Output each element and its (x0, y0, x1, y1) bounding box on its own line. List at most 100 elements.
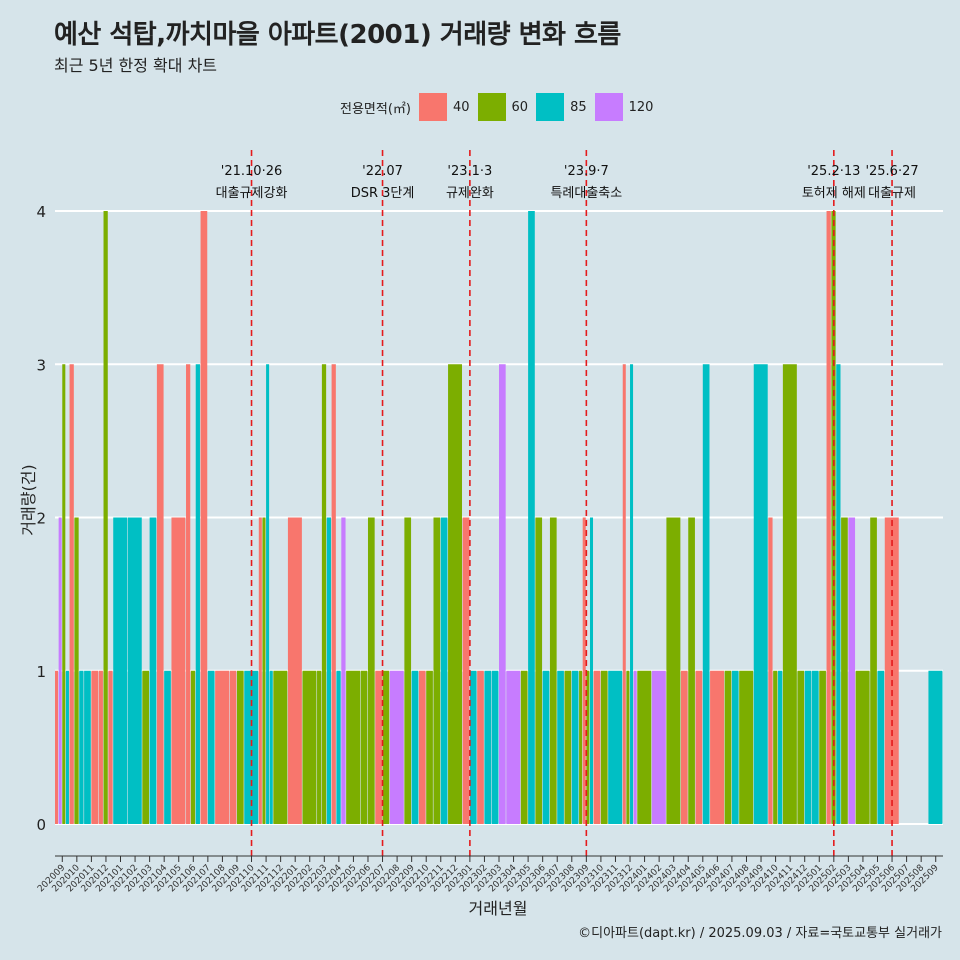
bar-202206-60 (367, 517, 375, 824)
chart-subtitle: 최근 5년 한정 확대 차트 (54, 56, 218, 75)
legend-title: 전용면적(㎡) (340, 101, 411, 117)
bar-202402-120 (651, 670, 666, 824)
bar-202109-40 (229, 670, 237, 824)
bar-202205-60 (346, 670, 361, 824)
bar-202412-60 (797, 670, 805, 824)
y-tick-label: 4 (36, 203, 46, 221)
bar-202407-60 (724, 670, 732, 824)
bar-202408-60 (739, 670, 754, 824)
bar-202010-60 (74, 517, 79, 824)
bar-202311-85 (608, 670, 623, 824)
bar-202112-60 (273, 670, 288, 824)
bar-202309-85 (589, 517, 594, 824)
bar-202411-60 (782, 364, 797, 824)
bars (55, 211, 943, 824)
bar-202104-85 (164, 670, 171, 824)
bar-202303-85 (491, 670, 499, 824)
bar-202107-85 (207, 670, 215, 824)
bar-202410-40 (768, 517, 773, 824)
legend-swatch-85 (536, 93, 565, 121)
legend-label-60: 60 (511, 99, 529, 115)
bar-202101-85 (113, 517, 128, 824)
legend-item-120: 120 (594, 93, 654, 121)
event-label: 특례대출축소 (550, 186, 622, 201)
bar-202109-60 (236, 670, 244, 824)
bar-202106-40 (186, 364, 191, 824)
legend-label-120: 120 (628, 99, 654, 115)
bar-202012-40 (98, 670, 103, 824)
bar-202210-40 (418, 670, 426, 824)
bar-202509-85 (928, 670, 943, 824)
bar-202111-85 (266, 364, 270, 824)
bar-202404-40 (680, 670, 688, 824)
bar-202405-40 (695, 670, 703, 824)
bar-202308-85 (571, 670, 579, 824)
bar-202211-85 (440, 517, 448, 824)
bar-202310-40 (593, 670, 601, 824)
x-axis-label: 거래년월 (469, 899, 528, 918)
legend-item-85: 85 (536, 93, 587, 121)
bar-202203-60 (317, 670, 322, 824)
bar-202503-120 (848, 517, 856, 824)
bar-202306-60 (535, 517, 543, 824)
bar-202010-85 (79, 670, 84, 824)
bar-202503-60 (841, 517, 848, 824)
bar-202301-85 (469, 670, 477, 824)
bar-202203-60 (321, 364, 327, 824)
bar-202501-85 (811, 670, 819, 824)
bar-202009-120 (58, 517, 62, 824)
bar-202206-60 (360, 670, 368, 824)
bar-202203-85 (326, 517, 331, 824)
bar-202209-60 (404, 517, 412, 824)
bar-202102-85 (127, 517, 142, 824)
y-tick-label: 3 (36, 356, 46, 374)
legend-swatch-120 (594, 93, 623, 121)
bar-202103-60 (142, 670, 150, 824)
bar-202209-85 (411, 670, 419, 824)
event-label: DSR 3단계 (351, 186, 415, 201)
bar-202111-85 (269, 670, 273, 824)
bar-202307-60 (549, 517, 557, 824)
event-label: 대출규제강화 (216, 186, 288, 201)
bar-202106-85 (195, 364, 200, 824)
bar-202312-60 (626, 670, 630, 824)
bar-202405-85 (702, 364, 710, 824)
event-date: '25.2·13 (807, 164, 860, 179)
bar-202009-40 (55, 670, 59, 824)
bar-202407-85 (731, 670, 739, 824)
bar-202501-60 (819, 670, 826, 824)
event-date: '25.6·27 (865, 164, 918, 179)
legend-swatch-60 (477, 93, 506, 121)
bar-202305-85 (528, 211, 535, 824)
bar-202502-40 (826, 211, 831, 824)
event-date: '23.9·7 (564, 164, 609, 179)
bar-202410-60 (773, 670, 778, 824)
bar-202207-40 (375, 670, 382, 824)
bar-202108-40 (215, 670, 230, 824)
bar-202204-120 (341, 517, 346, 824)
legend-swatch-40 (418, 93, 447, 121)
bar-202303-120 (499, 364, 506, 824)
y-tick-label: 0 (36, 816, 46, 834)
bar-202306-85 (542, 670, 550, 824)
chart-title: 예산 석탑,까치마을 아파트(2001) 거래량 변화 흐름 (54, 20, 621, 50)
bar-202310-60 (600, 670, 608, 824)
bar-202504-60 (855, 670, 870, 824)
y-tick-label: 2 (36, 510, 46, 528)
bar-202404-60 (688, 517, 695, 824)
bar-202207-60 (382, 670, 390, 824)
bar-202410-85 (778, 670, 783, 824)
source-caption: ©디아파트(dapt.kr) / 2025.09.03 / 자료=국토교통부 실… (578, 926, 942, 941)
bar-202406-40 (710, 670, 725, 824)
bar-202110-85 (244, 670, 259, 824)
bar-202309-40 (582, 517, 586, 824)
bar-202211-60 (433, 517, 441, 824)
bar-202202-60 (302, 670, 317, 824)
bar-202401-60 (637, 670, 652, 824)
bar-202106-60 (190, 670, 196, 824)
bar-202409-85 (753, 364, 768, 824)
bar-202204-40 (331, 364, 336, 824)
bar-202312-40 (622, 364, 626, 824)
y-axis-label: 거래량(건) (19, 464, 38, 535)
